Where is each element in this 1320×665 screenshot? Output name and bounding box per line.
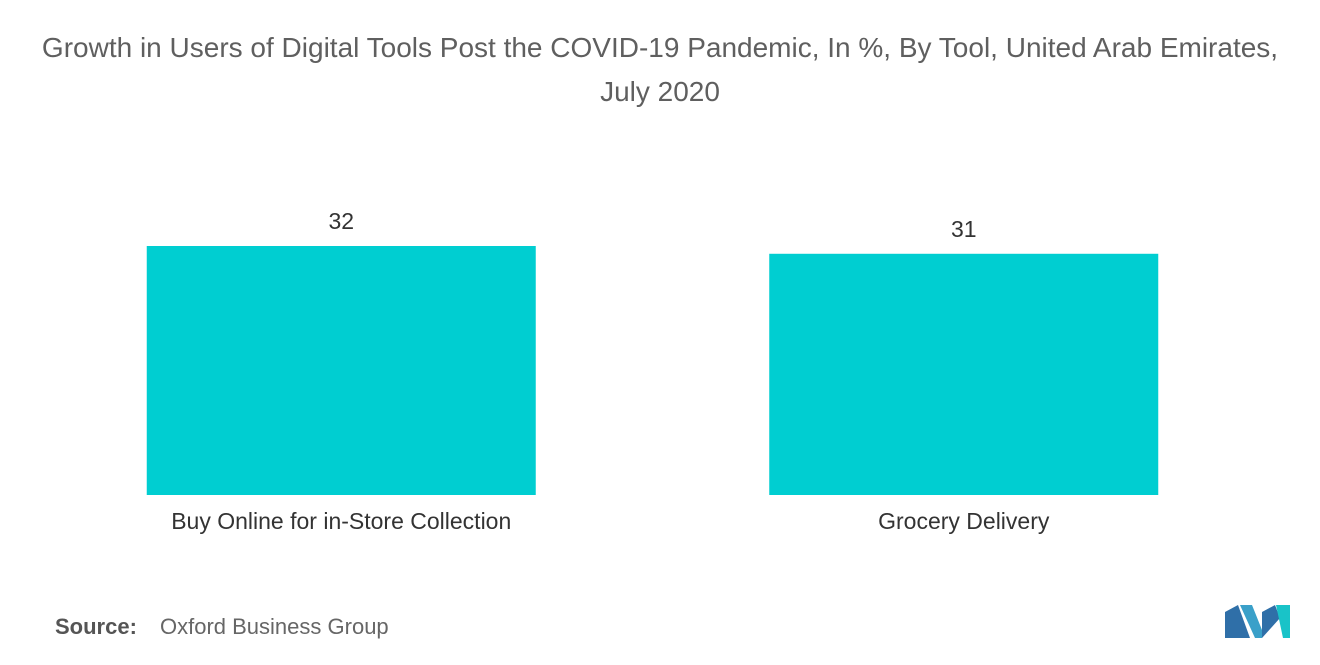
bar: [769, 253, 1159, 495]
chart-title: Growth in Users of Digital Tools Post th…: [41, 32, 1279, 107]
value-label: 31: [951, 216, 977, 242]
source-text: Oxford Business Group: [160, 614, 389, 639]
bar: [146, 246, 536, 495]
x-tick-label: Grocery Delivery: [878, 508, 1050, 534]
value-label: 32: [328, 208, 354, 234]
logo: [1225, 605, 1290, 638]
source-label: Source:: [55, 614, 137, 639]
x-tick-label: Buy Online for in-Store Collection: [171, 508, 511, 534]
